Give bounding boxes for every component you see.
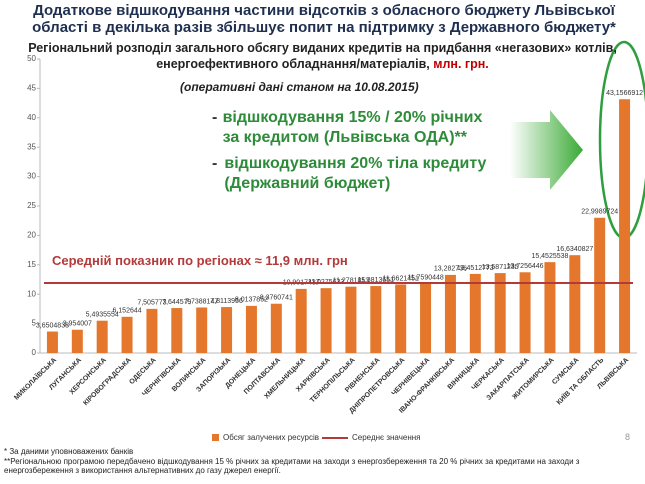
bullet: - відшкодування 15% / 20% річних за креди… — [212, 108, 492, 148]
subtitle: Регіональний розподіл загального обсягу … — [20, 40, 625, 72]
bullet-text: відшкодування 15% / 20% річних за кредит… — [222, 109, 483, 146]
x-tick-label: КІРОВОГРАДСЬКА — [82, 357, 132, 407]
bar — [420, 283, 432, 353]
bar — [46, 331, 58, 353]
footnote: * За даними уповноважених банків — [4, 447, 134, 456]
date-note: (оперативні дані станом на 10.08.2015) — [180, 80, 419, 94]
value-label: 7,644579 — [162, 299, 191, 306]
bar — [569, 255, 581, 353]
bar — [444, 274, 456, 353]
title: Додаткове відшкодування частини відсоткі… — [32, 2, 616, 36]
x-tick-label: ТЕРНОПІЛЬСЬКА — [309, 357, 357, 405]
bar — [171, 308, 183, 353]
legend-label: Середнє значення — [352, 433, 420, 442]
bullet-text: відшкодування 20% тіла кредиту (Державни… — [224, 155, 487, 192]
bar — [395, 284, 407, 353]
bar — [121, 316, 133, 353]
value-label: 8,0137852 — [235, 297, 268, 304]
subtitle-text: Регіональний розподіл загального обсягу … — [28, 41, 617, 71]
value-label: 16,6340827 — [556, 246, 593, 253]
bar — [71, 329, 83, 353]
y-tick-label: 10 — [27, 289, 36, 298]
bar — [544, 262, 556, 353]
bar — [594, 217, 606, 353]
value-label: 6,152644 — [112, 308, 141, 315]
x-tick-label: ЗАКАРПАТСЬКА — [486, 357, 531, 402]
value-label: 5,4935554 — [86, 312, 119, 319]
bar — [295, 288, 307, 353]
y-tick-label: 20 — [27, 231, 36, 240]
bar — [469, 273, 481, 353]
legend-swatch — [212, 434, 219, 441]
y-tick-label: 5 — [32, 319, 37, 328]
y-tick-label: 45 — [27, 84, 36, 93]
average-annotation: Середній показник по регіонах ≈ 11,9 млн… — [52, 253, 348, 268]
y-tick-label: 0 — [32, 348, 37, 357]
bar — [619, 99, 631, 354]
arrow — [510, 110, 583, 190]
x-tick-label: МИКОЛАЇВСЬКА — [13, 356, 59, 402]
value-label: 22,9989724 — [581, 209, 618, 216]
bar — [146, 308, 158, 353]
x-tick-label: КИЇВ ТА ОБЛАСТЬ — [555, 356, 605, 406]
value-label: 11,3813651 — [358, 277, 395, 284]
y-tick-label: 35 — [27, 142, 36, 151]
bar — [370, 286, 382, 353]
callout: - відшкодування 15% / 20% річних за креди… — [212, 108, 492, 194]
value-label: 13,282736 — [434, 266, 467, 273]
bar — [221, 307, 233, 353]
value-label: 11,7590448 — [407, 275, 444, 282]
value-label: 7,7388147 — [185, 298, 218, 305]
value-label: 13,4512773 — [457, 265, 494, 272]
y-tick-label: 40 — [27, 113, 36, 122]
y-tick-label: 25 — [27, 201, 36, 210]
value-label: 7,8113956 — [210, 298, 243, 305]
x-tick-label: ЖИТОМИРСЬКА — [511, 357, 556, 402]
bar — [519, 272, 531, 353]
bar — [245, 305, 257, 353]
y-tick-label: 50 — [27, 54, 36, 63]
value-label: 43,1566912 — [606, 90, 643, 97]
bullet: - відшкодування 20% тіла кредиту (Державн… — [212, 154, 492, 194]
value-label: 11,2781853 — [333, 278, 370, 285]
page-number: 8 — [625, 432, 631, 442]
value-label: 13,7256446 — [507, 263, 544, 270]
bar — [494, 273, 506, 353]
value-label: 13,5871235 — [482, 264, 519, 271]
bar — [196, 307, 208, 353]
bar — [345, 286, 357, 353]
value-label: 15,4525538 — [531, 253, 568, 260]
bar — [96, 320, 108, 353]
legend-label: Обсяг залучених ресурсів — [223, 433, 319, 442]
value-label: 3,6504838 — [36, 322, 69, 329]
subtitle-unit: млн. грн. — [433, 57, 489, 71]
value-label: 11,6621451 — [382, 275, 419, 282]
y-tick-label: 15 — [27, 260, 36, 269]
y-tick-label: 30 — [27, 172, 36, 181]
bar — [320, 288, 332, 353]
footnote: **Регіональною програмою передбачено від… — [4, 457, 580, 475]
value-label: 7,505773 — [137, 300, 166, 307]
value-label: 8,3760741 — [260, 295, 293, 302]
bar — [270, 303, 282, 353]
value-label: 3,954007 — [63, 321, 92, 328]
